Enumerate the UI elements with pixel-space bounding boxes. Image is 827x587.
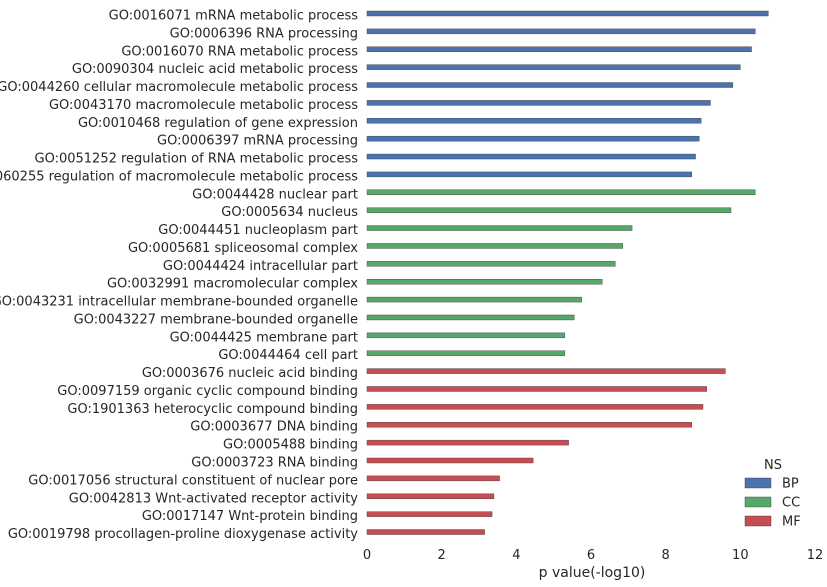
y-tick-label: GO:0006397 mRNA processing (157, 134, 358, 149)
y-tick-label: GO:0051252 regulation of RNA metabolic p… (35, 152, 359, 167)
bar-cc (366, 296, 582, 303)
y-tick-label: GO:0043231 intracellular membrane-bounde… (0, 295, 358, 310)
y-tick-label: GO:0017147 Wnt-protein binding (142, 509, 358, 524)
legend-swatch-mf (744, 515, 772, 527)
bar-bp (366, 135, 700, 142)
x-tick-label: 0 (363, 548, 371, 563)
bar-bp (366, 82, 734, 88)
x-tick-label: 4 (512, 548, 520, 563)
y-tick-label: GO:0003676 nucleic acid binding (142, 366, 358, 381)
legend-swatch-cc (744, 496, 772, 508)
y-tick-label: GO:0044451 nucleoplasm part (158, 223, 358, 238)
bar-cc (366, 225, 633, 231)
x-tick-label: 10 (732, 548, 749, 563)
y-tick-label: GO:0016070 RNA metabolic process (121, 44, 358, 59)
bar-bp (366, 64, 741, 70)
bar-mf (366, 457, 534, 464)
x-axis-label: p value(-log10) (539, 565, 646, 581)
bar-cc (366, 207, 732, 213)
bar-bp (366, 153, 696, 160)
y-tick-label: GO:0044260 cellular macromolecule metabo… (0, 80, 358, 95)
bar-bp (366, 100, 711, 106)
legend-label-cc: CC (782, 496, 800, 511)
y-tick-label: GO:0019798 procollagen-proline dioxygena… (8, 527, 358, 542)
y-tick-label: GO:0044428 nuclear part (192, 187, 358, 202)
bars-layer (366, 10, 769, 535)
y-tick-label: GO:0043227 membrane-bounded organelle (74, 312, 358, 327)
x-tick-label: 6 (587, 548, 595, 563)
bar-mf (366, 386, 707, 392)
bar-mf (366, 439, 569, 446)
legend-swatch-bp (744, 477, 772, 489)
bar-mf (366, 368, 726, 374)
bar-bp (366, 171, 692, 178)
y-tick-label: GO:0005681 spliceosomal complex (128, 241, 358, 256)
y-tick-label: GO:0097159 organic cyclic compound bindi… (57, 384, 358, 399)
y-tick-label: GO:0003723 RNA binding (191, 456, 358, 471)
bar-mf (366, 422, 692, 428)
y-tick-label: GO:0006396 RNA processing (170, 26, 358, 41)
legend-title: NS (764, 458, 782, 473)
bar-mf (366, 404, 704, 410)
y-tick-label: GO:0032991 macromolecular complex (107, 277, 358, 292)
y-tick-label: GO:0005634 nucleus (221, 205, 358, 220)
bar-mf (366, 529, 485, 535)
y-tick-label: GO:0003677 DNA binding (190, 420, 358, 435)
x-tick-label: 2 (438, 548, 446, 563)
y-tick-labels: GO:0016071 mRNA metabolic process GO:0006… (0, 9, 358, 543)
y-tick-label: GO:0044464 cell part (218, 348, 358, 363)
bar-cc (366, 350, 566, 356)
legend-label-bp: BP (782, 477, 799, 492)
x-tick-label: 12 (807, 548, 824, 563)
y-tick-label: GO:0090304 nucleic acid metabolic proces… (72, 62, 358, 77)
bar-mf (366, 511, 493, 517)
bar-bp (366, 28, 756, 35)
bar-cc (366, 332, 566, 339)
bar-mf (366, 475, 500, 482)
y-tick-label: GO:0044424 intracellular part (163, 259, 358, 274)
bar-bp (366, 46, 752, 52)
y-tick-label: GO:0017056 structural constituent of nuc… (28, 473, 358, 488)
y-tick-label: GO:0060255 regulation of macromolecule m… (0, 169, 358, 184)
x-tick-label: 8 (662, 548, 670, 563)
legend: NS BP CC MF (744, 458, 801, 530)
bar-bp (366, 10, 769, 17)
bar-cc (366, 189, 756, 196)
legend-label-mf: MF (782, 515, 801, 530)
y-tick-label: GO:0010468 regulation of gene expression (78, 116, 358, 131)
y-tick-label: GO:0044425 membrane part (170, 330, 358, 345)
bar-mf (366, 493, 495, 499)
bar-cc (366, 314, 575, 321)
y-tick-label: GO:1901363 heterocyclic compound binding (67, 402, 358, 417)
x-tick-labels: 0 2 4 6 8 10 12 (363, 548, 823, 563)
y-tick-label: GO:0016071 mRNA metabolic process (109, 9, 359, 24)
bar-cc (366, 243, 623, 249)
bar-bp (366, 118, 702, 124)
y-tick-label: GO:0043170 macromolecule metabolic proce… (49, 98, 358, 113)
y-tick-label: GO:0005488 binding (223, 438, 358, 453)
y-tick-label: GO:0042813 Wnt-activated receptor activi… (69, 491, 359, 506)
bar-cc (366, 279, 603, 285)
bar-cc (366, 261, 616, 267)
